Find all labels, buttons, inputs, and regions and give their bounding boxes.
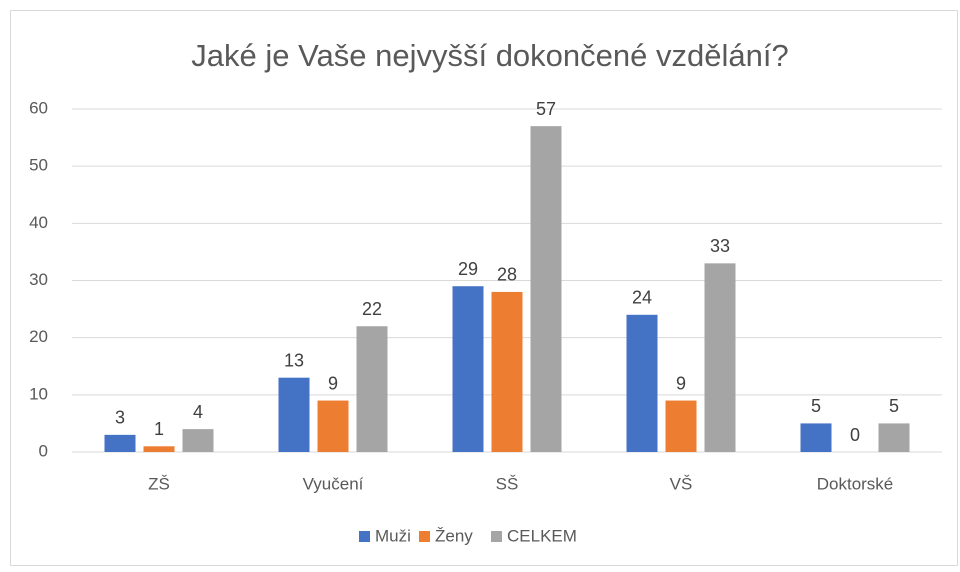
data-label: 4 xyxy=(193,402,203,422)
bar xyxy=(182,429,214,452)
legend-swatch xyxy=(491,531,502,542)
data-label: 0 xyxy=(850,425,860,445)
x-tick-label: ZŠ xyxy=(148,474,170,493)
bar xyxy=(800,423,832,452)
data-label: 24 xyxy=(632,288,652,308)
data-label: 9 xyxy=(328,373,338,393)
bar xyxy=(665,400,697,452)
y-tick-label: 40 xyxy=(29,213,48,232)
data-label: 1 xyxy=(154,419,164,439)
bar xyxy=(491,291,523,452)
data-label: 3 xyxy=(115,408,125,428)
data-label: 29 xyxy=(458,259,478,279)
bar xyxy=(626,314,658,452)
legend-label: Ženy xyxy=(435,526,473,545)
chart-title: Jaké je Vaše nejvyšší dokončené vzdělání… xyxy=(191,38,788,73)
bar xyxy=(278,377,310,452)
bar xyxy=(317,400,349,452)
y-tick-label: 50 xyxy=(29,156,48,175)
bar xyxy=(878,423,910,452)
bar xyxy=(104,434,136,452)
bar xyxy=(530,126,562,453)
x-tick-label: Vyučení xyxy=(303,474,364,493)
bar xyxy=(704,263,736,452)
data-label: 22 xyxy=(362,299,382,319)
data-label: 33 xyxy=(710,236,730,256)
y-tick-label: 20 xyxy=(29,327,48,346)
chart-border xyxy=(10,10,958,566)
legend-swatch xyxy=(419,531,430,542)
legend-label: CELKEM xyxy=(507,526,577,545)
legend-swatch xyxy=(359,531,370,542)
x-tick-label: VŠ xyxy=(670,474,693,493)
bar xyxy=(143,446,175,452)
data-label: 57 xyxy=(536,99,556,119)
y-tick-label: 60 xyxy=(29,98,48,117)
data-label: 9 xyxy=(676,373,686,393)
bar xyxy=(356,326,388,452)
bar xyxy=(452,286,484,452)
x-tick-label: Doktorské xyxy=(817,474,894,493)
legend-label: Muži xyxy=(375,526,411,545)
data-label: 13 xyxy=(284,350,304,370)
y-tick-label: 30 xyxy=(29,270,48,289)
data-label: 5 xyxy=(889,396,899,416)
x-tick-label: SŠ xyxy=(496,474,519,493)
y-tick-label: 10 xyxy=(29,384,48,403)
data-label: 5 xyxy=(811,396,821,416)
y-tick-label: 0 xyxy=(39,441,48,460)
data-label: 28 xyxy=(497,265,517,285)
